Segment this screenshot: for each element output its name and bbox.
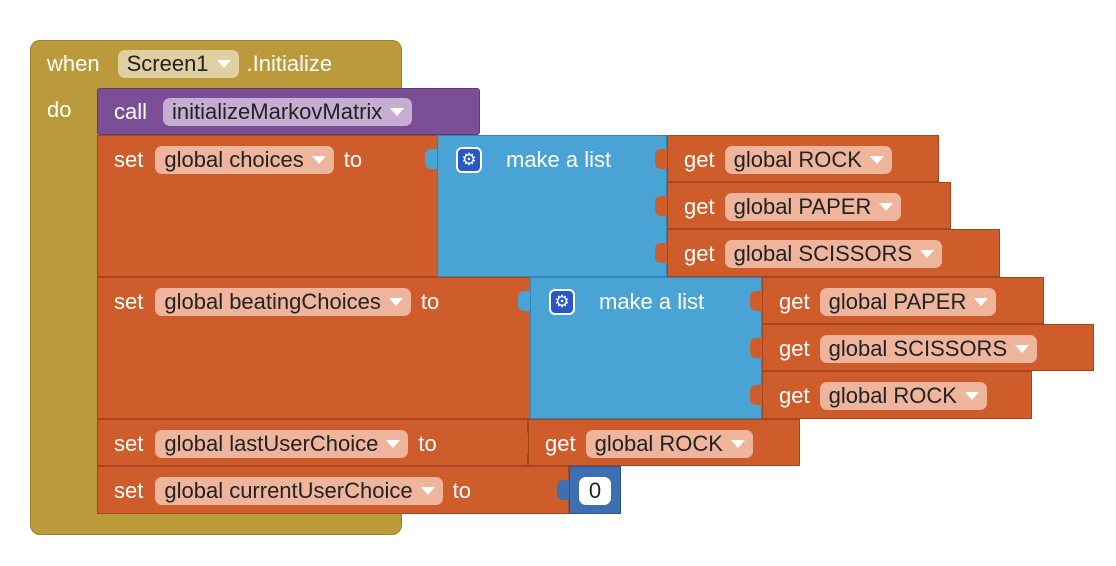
- make-a-list-block-choices[interactable]: ⚙ make a list: [437, 135, 667, 277]
- number-field[interactable]: 0: [579, 477, 611, 505]
- make-a-list-label: make a list: [599, 289, 705, 314]
- get-global-scissors-block[interactable]: get global SCISSORS: [762, 324, 1094, 371]
- variable-dropdown-label: global currentUserChoice: [164, 478, 413, 503]
- make-a-list-label: make a list: [506, 147, 612, 172]
- variable-dropdown-scissors[interactable]: global SCISSORS: [724, 240, 943, 268]
- variable-dropdown-beatingchoices[interactable]: global beatingChoices: [155, 288, 411, 316]
- do-label: do: [47, 97, 72, 122]
- set-label: set: [114, 147, 144, 172]
- get-global-rock-block[interactable]: get global ROCK: [667, 135, 939, 182]
- when-label: when: [47, 51, 100, 76]
- variable-dropdown-rock[interactable]: global ROCK: [585, 430, 753, 458]
- connector-tab: [655, 196, 667, 216]
- set-global-lastuserchoice-block[interactable]: set global lastUserChoice to: [97, 419, 528, 466]
- variable-dropdown-currentuserchoice[interactable]: global currentUserChoice: [155, 477, 443, 505]
- set-label: set: [114, 478, 144, 503]
- connector-tab: [557, 480, 569, 500]
- get-global-scissors-block[interactable]: get global SCISSORS: [667, 229, 1000, 277]
- dropdown-arrow-icon: [1015, 345, 1030, 353]
- connector-tab: [750, 385, 762, 405]
- variable-dropdown-lastuserchoice[interactable]: global lastUserChoice: [155, 430, 409, 458]
- variable-dropdown-paper[interactable]: global PAPER: [724, 193, 902, 221]
- procedure-dropdown[interactable]: initializeMarkovMatrix: [163, 98, 413, 126]
- to-label: to: [343, 147, 363, 172]
- get-global-paper-block[interactable]: get global PAPER: [667, 182, 951, 229]
- dropdown-arrow-icon: [879, 203, 894, 211]
- get-global-rock-block[interactable]: get global ROCK: [762, 371, 1032, 419]
- mutator-gear-icon[interactable]: ⚙: [549, 289, 575, 315]
- variable-dropdown-label: global ROCK: [828, 383, 957, 408]
- to-label: to: [452, 478, 471, 503]
- get-label: get: [545, 431, 576, 456]
- component-dropdown-label: Screen1: [126, 51, 209, 76]
- get-label: get: [684, 147, 715, 172]
- call-label: call: [114, 99, 148, 124]
- connector-tab: [655, 149, 667, 169]
- connector-tab: [516, 433, 528, 453]
- get-label: get: [779, 383, 810, 408]
- connector-tab: [655, 243, 667, 263]
- get-label: get: [779, 289, 810, 314]
- variable-dropdown-label: global ROCK: [733, 147, 862, 172]
- variable-dropdown-rock[interactable]: global ROCK: [724, 146, 892, 174]
- dropdown-arrow-icon: [869, 156, 884, 164]
- variable-dropdown-label: global choices: [164, 147, 304, 172]
- dropdown-arrow-icon: [920, 250, 935, 258]
- procedure-dropdown-label: initializeMarkovMatrix: [172, 99, 383, 124]
- dropdown-arrow-icon: [420, 487, 435, 495]
- dropdown-arrow-icon: [311, 156, 326, 164]
- connector-tab: [750, 291, 762, 311]
- variable-dropdown-label: global PAPER: [733, 194, 872, 219]
- dropdown-arrow-icon: [216, 60, 231, 68]
- dropdown-arrow-icon: [974, 298, 989, 306]
- set-global-currentuserchoice-block[interactable]: set global currentUserChoice to: [97, 466, 569, 514]
- get-label: get: [684, 241, 715, 266]
- set-global-choices-block[interactable]: set global choices to: [97, 135, 440, 277]
- dropdown-arrow-icon: [964, 392, 979, 400]
- dropdown-arrow-icon: [730, 440, 745, 448]
- variable-dropdown-label: global ROCK: [594, 431, 723, 456]
- variable-dropdown-label: global SCISSORS: [733, 241, 913, 266]
- dropdown-arrow-icon: [386, 440, 401, 448]
- dropdown-arrow-icon: [388, 298, 403, 306]
- variable-dropdown-label: global SCISSORS: [828, 336, 1008, 361]
- component-dropdown[interactable]: Screen1: [117, 50, 239, 78]
- get-global-paper-block[interactable]: get global PAPER: [762, 277, 1044, 324]
- dropdown-arrow-icon: [390, 108, 405, 116]
- number-block[interactable]: 0: [569, 466, 621, 514]
- make-a-list-block-beating[interactable]: ⚙ make a list: [530, 277, 762, 419]
- connector-tab: [750, 338, 762, 358]
- variable-dropdown-label: global beatingChoices: [164, 289, 381, 314]
- get-global-rock-block[interactable]: get global ROCK: [528, 419, 800, 466]
- variable-dropdown-label: global lastUserChoice: [164, 431, 379, 456]
- connector-tab: [425, 149, 437, 169]
- get-label: get: [684, 194, 715, 219]
- connector-tab: [518, 291, 530, 311]
- variable-dropdown-scissors[interactable]: global SCISSORS: [819, 335, 1038, 363]
- set-label: set: [114, 289, 144, 314]
- get-label: get: [779, 336, 810, 361]
- to-label: to: [420, 289, 440, 314]
- variable-dropdown-label: global PAPER: [828, 289, 967, 314]
- variable-dropdown-rock[interactable]: global ROCK: [819, 382, 987, 410]
- variable-dropdown-choices[interactable]: global choices: [155, 146, 334, 174]
- set-label: set: [114, 431, 144, 456]
- call-procedure-block[interactable]: call initializeMarkovMatrix: [97, 88, 480, 135]
- mutator-gear-icon[interactable]: ⚙: [456, 147, 482, 173]
- variable-dropdown-paper[interactable]: global PAPER: [819, 288, 997, 316]
- to-label: to: [418, 431, 437, 456]
- event-name-label: .Initialize: [246, 51, 333, 76]
- set-global-beatingchoices-block[interactable]: set global beatingChoices to: [97, 277, 533, 419]
